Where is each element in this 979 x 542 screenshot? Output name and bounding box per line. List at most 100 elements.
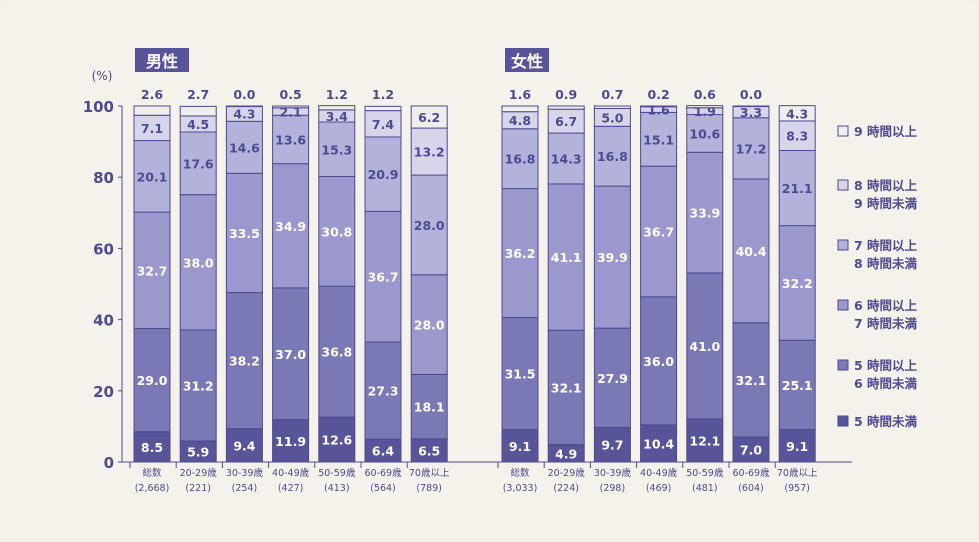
data-label: 36.2 <box>505 246 536 261</box>
bar-segment <box>133 105 171 116</box>
bar-segment <box>593 426 631 463</box>
bar-segment <box>133 431 171 463</box>
data-label: 32.1 <box>736 373 767 388</box>
x-tick-label: 40-49歳 <box>640 467 678 479</box>
data-label: 36.7 <box>643 224 674 239</box>
x-tick-label: 30-39歳 <box>226 467 264 479</box>
data-label: 13.2 <box>414 145 445 160</box>
data-label: 17.2 <box>736 141 767 156</box>
group-title: 女性 <box>511 52 543 71</box>
x-tick-count: (481) <box>692 483 718 494</box>
legend-swatch <box>837 415 849 427</box>
legend-label: 7 時間未満 <box>854 316 918 331</box>
data-label: 40.4 <box>736 244 767 259</box>
data-label: 36.7 <box>368 270 399 285</box>
data-label: 18.1 <box>414 400 445 415</box>
bar-segment <box>593 125 631 187</box>
x-tick-count: (413) <box>324 483 350 494</box>
data-label: 2.6 <box>141 87 163 102</box>
data-label: 20.9 <box>368 167 399 182</box>
data-label: 32.7 <box>137 263 168 278</box>
x-tick-label: 50-59歳 <box>318 467 356 479</box>
group-title-bg <box>505 48 549 72</box>
x-tick-count: (298) <box>600 483 626 494</box>
data-label: 5.0 <box>601 110 623 125</box>
x-tick-label: 30-39歳 <box>594 467 632 479</box>
data-label: 9.4 <box>233 438 255 453</box>
data-label: 33.5 <box>229 226 260 241</box>
group-title: 男性 <box>146 52 178 71</box>
bar-segment <box>593 327 631 428</box>
x-tick-count: (564) <box>370 483 396 494</box>
legend-label: 6 時間未満 <box>854 376 918 391</box>
bar-segment <box>732 322 770 438</box>
data-label: 38.2 <box>229 354 260 369</box>
data-label: 41.0 <box>689 339 720 354</box>
y-tick-label: 60 <box>93 240 114 258</box>
bar-segment <box>732 436 770 463</box>
bar-segment <box>364 341 402 440</box>
data-label: 0.7 <box>601 87 623 102</box>
data-label: 12.6 <box>321 433 352 448</box>
bar-segment <box>364 105 402 112</box>
bar-segment <box>640 111 678 167</box>
bar-segment <box>501 429 539 463</box>
data-label: 1.6 <box>509 87 531 102</box>
bar-segment <box>272 287 310 421</box>
x-tick-count: (789) <box>416 483 442 494</box>
data-label: 36.8 <box>321 345 352 360</box>
bar-segment <box>179 131 217 196</box>
data-label: 1.2 <box>326 87 348 102</box>
x-tick-count: (427) <box>278 483 304 494</box>
bar-segment <box>272 419 310 463</box>
bar-segment <box>225 292 263 430</box>
legend-label: 9 時間未満 <box>854 196 918 211</box>
bar-segment <box>732 117 770 180</box>
data-label: 5.9 <box>187 444 209 459</box>
data-label: 27.3 <box>368 384 399 399</box>
bar-segment <box>501 188 539 318</box>
data-label: 6.2 <box>418 110 440 125</box>
bar-segment <box>778 429 816 463</box>
y-tick-label: 100 <box>83 98 114 116</box>
data-label: 38.0 <box>183 255 214 270</box>
bar-segment <box>732 178 770 324</box>
data-label: 10.4 <box>643 436 674 451</box>
x-tick-label: 40-49歳 <box>272 467 310 479</box>
bar-segment <box>225 120 263 174</box>
legend-swatch <box>837 125 849 137</box>
data-label: 0.6 <box>694 87 716 102</box>
data-label: 17.6 <box>183 156 214 171</box>
data-label: 4.3 <box>233 107 255 122</box>
data-label: 0.9 <box>555 87 577 102</box>
data-label: 9.7 <box>601 438 623 453</box>
legend-label: 5 時間以上 <box>854 358 918 373</box>
data-label: 13.6 <box>275 132 306 147</box>
data-label: 12.1 <box>689 433 720 448</box>
data-label: 1.6 <box>648 103 670 118</box>
bar-segment <box>501 105 539 113</box>
y-unit-label: (%) <box>92 69 113 83</box>
y-tick-label: 40 <box>93 312 114 330</box>
data-label: 34.9 <box>275 219 306 234</box>
data-label: 16.8 <box>597 149 628 164</box>
data-label: 10.6 <box>689 126 720 141</box>
bar-segment <box>133 211 171 329</box>
legend-swatch <box>837 239 849 251</box>
legend-label: 6 時間以上 <box>854 298 918 313</box>
x-tick-label: 50-59歳 <box>686 467 724 479</box>
x-tick-count: (221) <box>185 483 211 494</box>
x-tick-count: (254) <box>232 483 258 494</box>
data-label: 39.9 <box>597 250 628 265</box>
x-tick-label: 60-69歳 <box>732 467 770 479</box>
bar-segment <box>732 105 770 108</box>
y-tick-label: 20 <box>93 383 114 401</box>
data-label: 14.3 <box>551 152 582 167</box>
data-label: 25.1 <box>782 378 813 393</box>
data-label: 0.0 <box>740 87 762 102</box>
bar-segment <box>547 329 585 446</box>
bar-segment <box>225 172 263 294</box>
group-title-bg <box>135 48 189 72</box>
data-label: 2.7 <box>187 87 209 102</box>
